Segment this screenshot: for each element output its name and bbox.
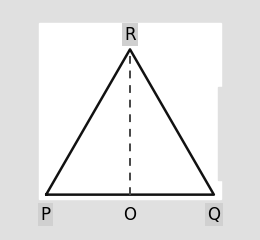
Text: O: O (124, 205, 136, 223)
Bar (0, 87, 29, 180)
Bar (218, 87, 260, 180)
Text: P: P (40, 205, 50, 223)
Bar (40, 23, 220, 199)
Text: Q: Q (207, 205, 220, 223)
Text: R: R (124, 25, 136, 43)
